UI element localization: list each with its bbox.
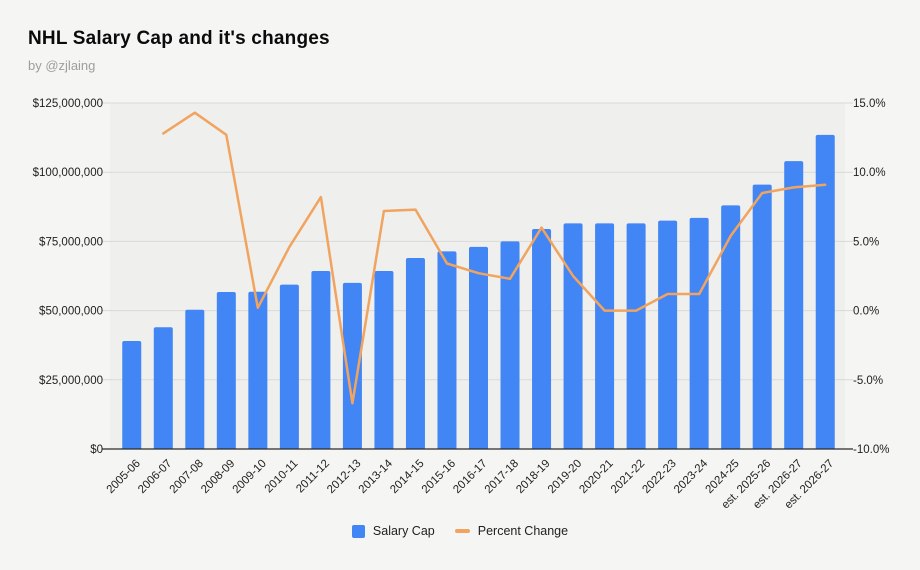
- salary-cap-bar[interactable]: [595, 223, 615, 449]
- salary-cap-bar[interactable]: [626, 223, 646, 449]
- percent-change-line[interactable]: [162, 111, 827, 405]
- salary-cap-bar[interactable]: [216, 292, 236, 449]
- x-axis-tick-label: 2022-23: [640, 458, 678, 496]
- chart-title: NHL Salary Cap and it's changes: [28, 28, 330, 49]
- x-axis-tick-label: 2017-18: [483, 458, 521, 496]
- salary-cap-bar[interactable]: [815, 134, 835, 449]
- y-axis-right-tick-label: -10.0%: [853, 444, 889, 456]
- x-axis-tick-label: 2005-06: [105, 458, 143, 496]
- salary-cap-bar[interactable]: [374, 271, 394, 449]
- x-axis-tick-label: 2016-17: [451, 458, 489, 496]
- salary-cap-bar[interactable]: [122, 341, 142, 449]
- x-axis-tick-label: 2018-19: [514, 458, 552, 496]
- chart-legend: Salary Cap Percent Change: [0, 524, 920, 538]
- salary-cap-bar[interactable]: [721, 205, 741, 449]
- percent-change-swatch-icon: [454, 529, 470, 533]
- x-axis-tick-label: 2007-08: [168, 458, 206, 496]
- salary-cap-bar[interactable]: [563, 223, 583, 449]
- y-axis-left-tick-label: $100,000,000: [33, 167, 103, 179]
- x-axis-tick-label: 2020-21: [577, 458, 615, 496]
- salary-cap-bar[interactable]: [279, 284, 299, 449]
- y-axis-left-tick-label: $50,000,000: [39, 306, 103, 318]
- salary-cap-bar[interactable]: [342, 282, 362, 449]
- legend-label: Percent Change: [477, 524, 569, 538]
- legend-label: Salary Cap: [372, 524, 435, 538]
- salary-cap-bar[interactable]: [752, 184, 772, 449]
- y-axis-right-tick-label: 10.0%: [853, 167, 886, 179]
- salary-cap-bar[interactable]: [405, 258, 425, 449]
- y-axis-right-tick-label: -5.0%: [853, 375, 883, 387]
- y-axis-right-tick-label: 5.0%: [853, 236, 879, 248]
- legend-item-salary-cap: Salary Cap: [351, 524, 435, 538]
- salary-cap-bar[interactable]: [658, 220, 678, 449]
- x-axis-tick-label: 2010-11: [263, 458, 301, 496]
- x-axis-tick-label: 2019-20: [546, 458, 584, 496]
- salary-cap-bar[interactable]: [784, 161, 804, 450]
- salary-cap-bar[interactable]: [437, 251, 457, 449]
- salary-cap-bar[interactable]: [248, 291, 268, 449]
- salary-cap-bar[interactable]: [311, 271, 331, 449]
- salary-cap-bar[interactable]: [500, 241, 520, 449]
- x-axis-tick-label: 2009-10: [231, 458, 269, 496]
- salary-cap-swatch-icon: [351, 524, 365, 538]
- salary-cap-bar[interactable]: [689, 217, 709, 449]
- legend-item-percent-change: Percent Change: [454, 524, 569, 538]
- x-axis-tick-label: 2021-22: [609, 458, 647, 496]
- y-axis-right-tick-label: 15.0%: [853, 98, 886, 110]
- salary-cap-bar[interactable]: [532, 228, 552, 449]
- y-axis-right-tick-label: 0.0%: [853, 306, 879, 318]
- chart-byline: by @zjlaing: [28, 58, 96, 73]
- salary-cap-bar[interactable]: [469, 246, 488, 449]
- x-axis-tick-label: 2012-13: [325, 458, 363, 496]
- y-axis-left-tick-label: $0: [90, 444, 103, 456]
- y-axis-left-tick-label: $25,000,000: [39, 375, 103, 387]
- y-axis-left-tick-label: $125,000,000: [33, 98, 103, 110]
- salary-cap-bar[interactable]: [153, 327, 173, 449]
- x-axis-tick-label: 2008-09: [199, 458, 237, 496]
- x-axis-tick-label: 2006-07: [136, 458, 174, 496]
- salary-cap-bar[interactable]: [185, 309, 205, 449]
- y-axis-left-tick-label: $75,000,000: [39, 236, 103, 248]
- x-axis-tick-label: 2014-15: [388, 458, 426, 496]
- x-axis-tick-label: 2015-16: [420, 458, 458, 496]
